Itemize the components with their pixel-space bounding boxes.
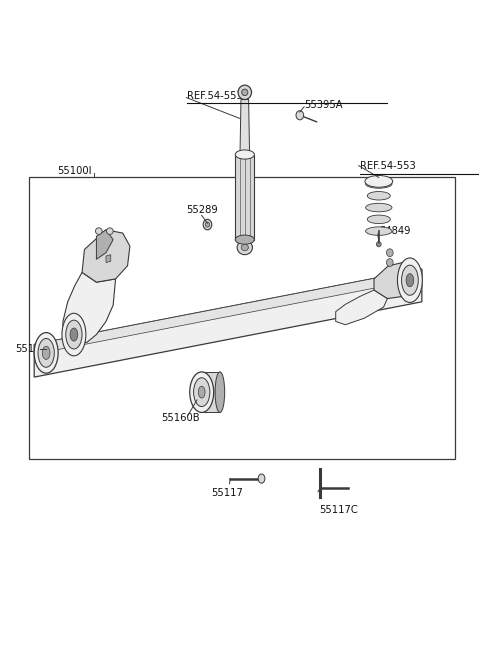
Text: 54849: 54849 (379, 226, 410, 236)
Text: 55395A: 55395A (305, 100, 343, 110)
Ellipse shape (198, 386, 205, 398)
Ellipse shape (386, 249, 393, 256)
Text: 55100I: 55100I (57, 166, 92, 176)
Ellipse shape (205, 222, 210, 227)
Text: REF.54-553: REF.54-553 (187, 91, 243, 100)
Polygon shape (34, 269, 422, 354)
Ellipse shape (366, 180, 392, 188)
Polygon shape (240, 100, 250, 155)
Ellipse shape (406, 274, 414, 287)
Polygon shape (235, 155, 254, 239)
Ellipse shape (215, 372, 225, 413)
Ellipse shape (367, 192, 390, 200)
Ellipse shape (376, 241, 381, 247)
Ellipse shape (62, 314, 86, 356)
Text: 55289: 55289 (186, 205, 218, 215)
Polygon shape (106, 255, 111, 262)
Ellipse shape (241, 89, 248, 96)
Ellipse shape (386, 258, 393, 266)
Text: 55117C: 55117C (319, 505, 358, 515)
Ellipse shape (238, 85, 252, 100)
Text: 55117: 55117 (211, 488, 243, 498)
Polygon shape (202, 372, 220, 413)
Ellipse shape (203, 219, 212, 230)
Polygon shape (374, 262, 411, 298)
Text: REF.54-553: REF.54-553 (360, 161, 415, 171)
Ellipse shape (193, 378, 210, 407)
Polygon shape (96, 230, 113, 259)
Ellipse shape (42, 346, 50, 359)
Polygon shape (63, 272, 116, 344)
Ellipse shape (235, 150, 254, 159)
Polygon shape (34, 269, 422, 377)
Ellipse shape (107, 228, 113, 234)
Ellipse shape (402, 265, 418, 295)
Ellipse shape (34, 333, 58, 373)
Ellipse shape (66, 320, 82, 349)
Ellipse shape (296, 111, 304, 120)
Ellipse shape (241, 244, 248, 251)
Ellipse shape (38, 338, 54, 367)
Text: 55160B: 55160B (15, 344, 54, 354)
Ellipse shape (397, 258, 422, 302)
Ellipse shape (235, 235, 254, 244)
Ellipse shape (70, 328, 78, 341)
Ellipse shape (367, 215, 390, 224)
Ellipse shape (237, 240, 252, 255)
Ellipse shape (190, 372, 214, 413)
Text: 55160B: 55160B (161, 413, 200, 423)
Ellipse shape (96, 228, 102, 234)
Polygon shape (82, 230, 130, 282)
Ellipse shape (258, 474, 265, 483)
Ellipse shape (366, 227, 392, 236)
Ellipse shape (365, 175, 393, 187)
Ellipse shape (366, 203, 392, 212)
Polygon shape (336, 290, 387, 325)
